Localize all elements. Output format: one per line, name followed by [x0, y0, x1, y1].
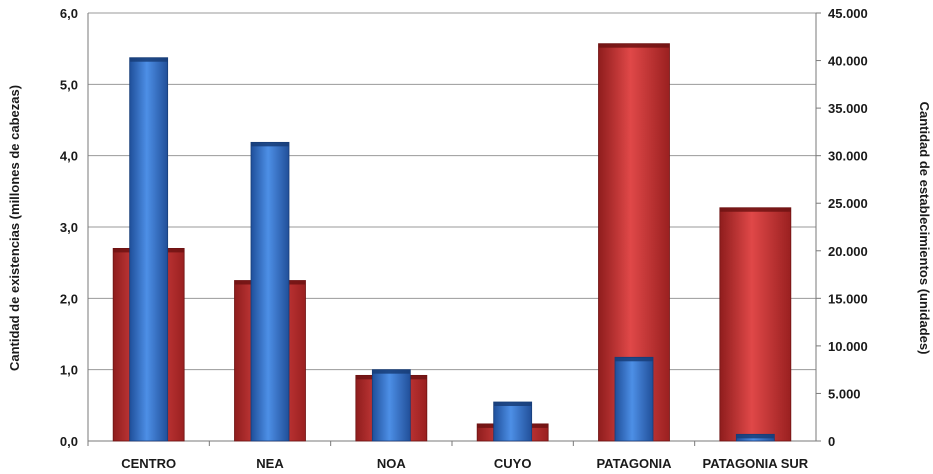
left-tick-label: 0,0: [60, 434, 78, 449]
left-tick-label: 3,0: [60, 220, 78, 235]
blue-bar-cap: [493, 402, 532, 407]
right-tick-label: 35.000: [828, 101, 868, 116]
x-tick-label: PATAGONIA SUR: [702, 456, 808, 471]
red-bar-cap: [598, 43, 670, 48]
x-tick-label: NEA: [256, 456, 284, 471]
red-series-bars: [112, 43, 792, 442]
right-tick-label: 25.000: [828, 196, 868, 211]
right-axis-title: Cantidad de establecimientos (unidades): [917, 102, 932, 355]
right-tick-label: 5.000: [828, 386, 861, 401]
x-tick-label: CENTRO: [121, 456, 176, 471]
right-tick-label: 30.000: [828, 149, 868, 164]
left-tick-label: 4,0: [60, 149, 78, 164]
blue-bar: [129, 57, 169, 442]
blue-bar-body: [371, 369, 411, 442]
left-tick-label: 2,0: [60, 291, 78, 306]
blue-bar: [614, 356, 654, 442]
x-axis-ticks: CENTRO NEA NOA CUYO PATAGONIA PATAGONIA SUR: [87, 441, 809, 471]
blue-bar-body: [614, 356, 654, 442]
right-tick-label: 20.000: [828, 244, 868, 259]
gridlines: [87, 12, 817, 442]
blue-bar-body: [250, 141, 290, 442]
blue-bar-cap: [615, 357, 653, 362]
blue-bar: [493, 401, 533, 442]
blue-bar-cap: [251, 142, 289, 147]
x-tick-label: NOA: [377, 456, 407, 471]
right-tick-label: 15.000: [828, 291, 868, 306]
right-tick-label: 0: [828, 434, 835, 449]
x-tick-label: CUYO: [494, 456, 532, 471]
blue-bar-cap: [129, 57, 168, 62]
blue-series-bars: [129, 57, 775, 442]
right-axis-ticks: 0 5.000 10.000 15.000 20.000 25.000 30.000 35.0…: [816, 6, 868, 449]
left-axis-title: Cantidad de existencias (millones de cab…: [7, 85, 22, 371]
left-axis-ticks: 0,0 1,0 2,0 3,0 4,0 5,0 6,0: [60, 6, 78, 449]
red-bar-cap: [719, 207, 791, 212]
left-tick-label: 5,0: [60, 77, 78, 92]
right-tick-label: 45.000: [828, 6, 868, 21]
left-tick-label: 6,0: [60, 6, 78, 21]
right-tick-label: 40.000: [828, 54, 868, 69]
blue-bar-cap: [372, 369, 411, 374]
x-tick-label: PATAGONIA: [596, 456, 672, 471]
blue-bar: [250, 141, 290, 442]
blue-bar: [735, 433, 775, 442]
blue-bar-body: [493, 401, 533, 442]
red-bar: [719, 207, 792, 442]
red-bar-body: [719, 207, 792, 442]
left-tick-label: 1,0: [60, 363, 78, 378]
blue-bar-cap: [736, 434, 775, 439]
blue-bar-body: [129, 57, 169, 442]
right-tick-label: 10.000: [828, 339, 868, 354]
blue-bar: [371, 369, 411, 442]
